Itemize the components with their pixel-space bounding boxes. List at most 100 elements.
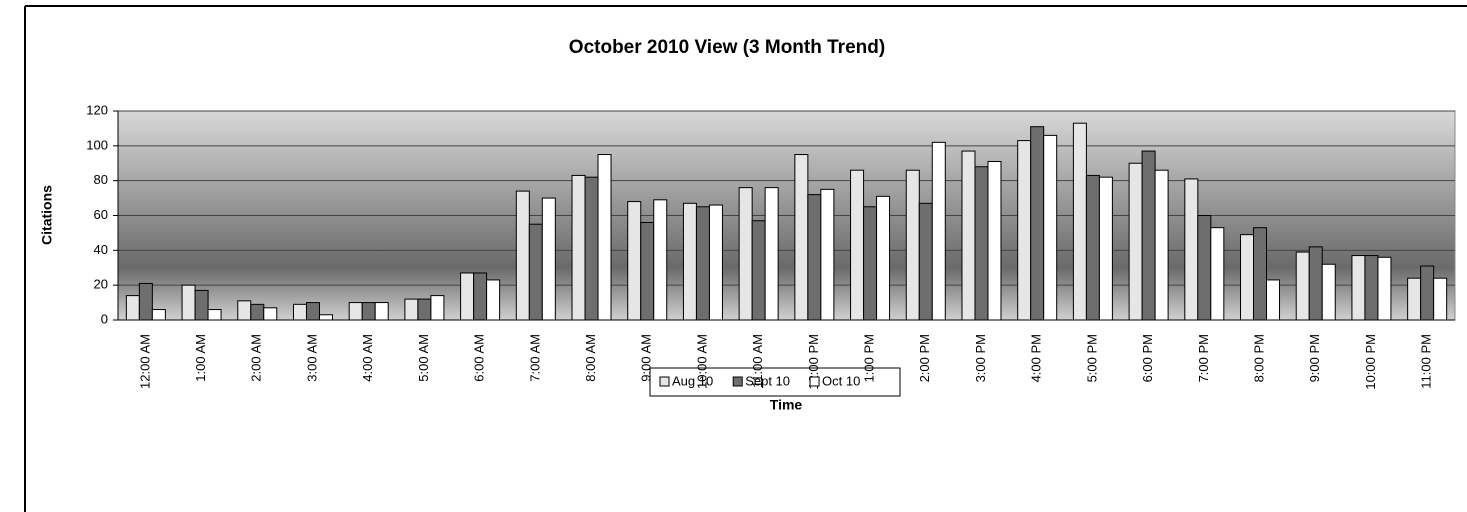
bar — [305, 302, 320, 321]
bar — [708, 204, 723, 321]
bar — [528, 223, 543, 321]
bar — [1308, 246, 1323, 321]
bar — [1072, 122, 1087, 321]
bar — [738, 187, 753, 321]
y-tick-label: 0 — [101, 311, 108, 326]
bar — [695, 206, 710, 321]
bar — [1128, 162, 1143, 321]
y-tick-label: 80 — [94, 172, 108, 187]
x-tick-label: 5:00 AM — [416, 334, 431, 382]
x-tick-label: 2:00 AM — [249, 334, 264, 382]
bar — [1043, 134, 1058, 321]
x-tick-label: 12:00 PM — [806, 334, 821, 390]
x-tick-label: 9:00 AM — [639, 334, 654, 382]
bar — [237, 300, 252, 321]
bar — [1351, 255, 1366, 321]
legend-swatch — [732, 376, 743, 387]
bar — [207, 309, 222, 321]
x-tick-label: 4:00 AM — [360, 334, 375, 382]
bar — [961, 150, 976, 321]
bar — [1098, 176, 1113, 321]
x-tick-label: 1:00 AM — [193, 334, 208, 382]
bar — [486, 279, 501, 321]
bar — [571, 174, 586, 321]
bar — [682, 202, 697, 321]
bar — [850, 169, 865, 321]
x-tick-label: 10:00 PM — [1363, 334, 1378, 390]
bar — [292, 303, 307, 321]
bar — [876, 195, 891, 321]
bar — [1210, 227, 1225, 321]
bar — [250, 303, 265, 321]
bar — [1433, 277, 1448, 321]
bar — [820, 188, 835, 321]
legend-label: Sept 10 — [745, 373, 790, 388]
bar — [1266, 279, 1281, 321]
bar — [653, 199, 668, 321]
legend — [649, 367, 901, 397]
bar — [764, 187, 779, 321]
legend-label: Aug 10 — [672, 373, 713, 388]
bar — [430, 295, 445, 321]
y-tick-label: 120 — [86, 102, 108, 117]
x-tick-label: 9:00 PM — [1307, 334, 1322, 382]
y-axis-title: Citations — [39, 185, 55, 245]
bar — [348, 302, 363, 321]
y-tick-label: 40 — [94, 242, 108, 257]
bar — [1154, 169, 1169, 321]
bar — [194, 289, 209, 321]
x-tick-label: 3:00 AM — [304, 334, 319, 382]
y-tick-label: 20 — [94, 277, 108, 292]
bar — [1141, 150, 1156, 321]
legend-swatch — [809, 376, 820, 387]
bar — [597, 154, 612, 321]
bar — [1030, 126, 1045, 321]
bar — [404, 298, 419, 321]
bar — [1377, 256, 1392, 321]
legend-label: Oct 10 — [822, 373, 860, 388]
chart-title: October 2010 View (3 Month Trend) — [569, 37, 885, 58]
x-axis-title: Time — [770, 397, 803, 413]
bar — [931, 141, 946, 321]
bar — [417, 298, 432, 321]
bar — [918, 202, 933, 321]
bar — [138, 282, 153, 321]
x-tick-label: 8:00 PM — [1251, 334, 1266, 382]
x-tick-label: 5:00 PM — [1084, 334, 1099, 382]
x-tick-label: 11:00 AM — [750, 334, 765, 388]
bar — [974, 166, 989, 321]
bar — [751, 220, 766, 321]
x-tick-label: 4:00 PM — [1029, 334, 1044, 382]
bar — [1085, 174, 1100, 321]
y-tick-label: 100 — [86, 137, 108, 152]
x-tick-label: 7:00 AM — [527, 334, 542, 382]
bar — [1364, 255, 1379, 321]
bar — [1295, 251, 1310, 321]
bar — [863, 206, 878, 321]
x-tick-label: 12:00 AM — [137, 334, 152, 389]
x-tick-label: 2:00 PM — [917, 334, 932, 382]
bar — [318, 314, 333, 321]
x-tick-label: 7:00 PM — [1196, 334, 1211, 382]
y-tick-label: 60 — [94, 207, 108, 222]
bar — [541, 197, 556, 321]
bar — [584, 176, 599, 321]
bar — [151, 309, 166, 321]
bar — [515, 190, 530, 321]
bar — [125, 295, 140, 321]
x-tick-label: 6:00 PM — [1140, 334, 1155, 382]
x-tick-label: 1:00 PM — [862, 334, 877, 382]
bar — [1017, 140, 1032, 321]
legend-swatch — [659, 376, 670, 387]
x-tick-label: 6:00 AM — [472, 334, 487, 382]
bar — [640, 221, 655, 321]
bar — [1240, 234, 1255, 321]
bar — [905, 169, 920, 321]
bar — [263, 307, 278, 321]
bar — [1253, 227, 1268, 321]
bar — [460, 272, 475, 321]
bar — [1184, 178, 1199, 321]
bar — [361, 302, 376, 321]
bar — [473, 272, 488, 321]
